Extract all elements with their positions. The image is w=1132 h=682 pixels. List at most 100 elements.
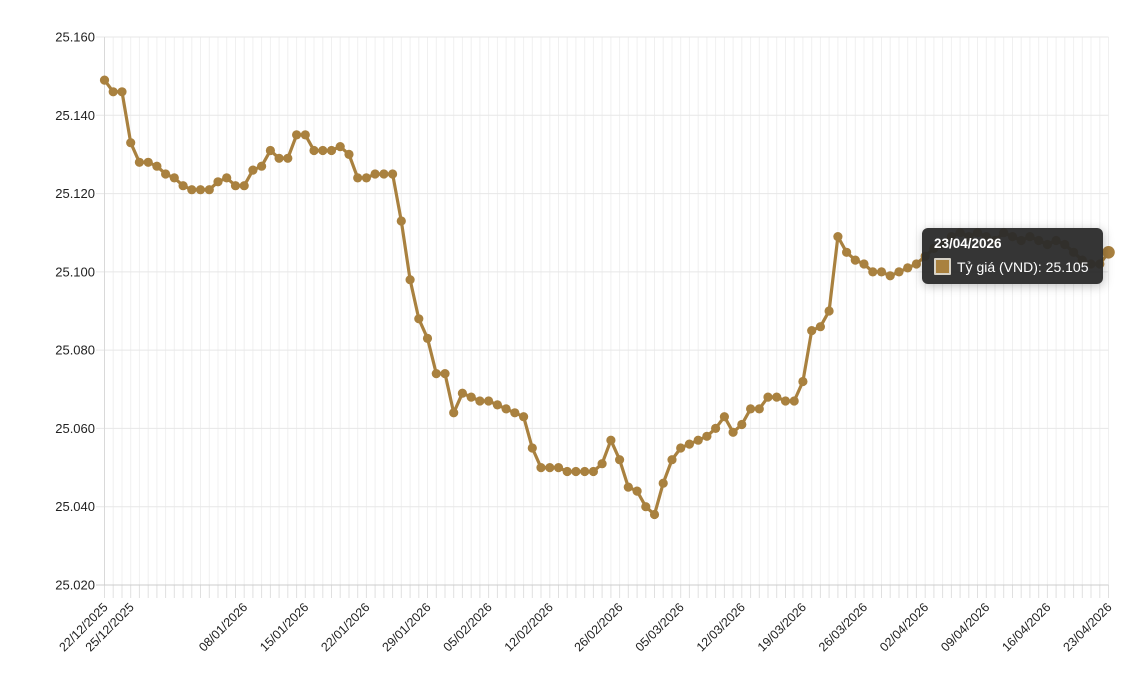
data-point-marker[interactable]	[807, 326, 817, 336]
data-point-marker[interactable]	[475, 396, 485, 406]
data-point-marker[interactable]	[789, 396, 799, 406]
data-point-marker[interactable]	[981, 232, 991, 242]
data-point-marker[interactable]	[388, 169, 398, 179]
data-point-marker[interactable]	[833, 232, 843, 242]
data-point-marker[interactable]	[466, 392, 476, 402]
data-point-marker[interactable]	[929, 243, 939, 253]
data-point-marker[interactable]	[859, 259, 869, 269]
active-data-point-marker[interactable]	[1102, 246, 1115, 259]
data-point-marker[interactable]	[606, 435, 616, 445]
data-point-marker[interactable]	[868, 267, 878, 277]
data-point-marker[interactable]	[667, 455, 677, 465]
data-point-marker[interactable]	[484, 396, 494, 406]
data-point-marker[interactable]	[265, 145, 275, 156]
data-point-marker[interactable]	[283, 153, 293, 163]
data-point-marker[interactable]	[204, 185, 214, 195]
data-point-marker[interactable]	[641, 502, 651, 512]
data-point-marker[interactable]	[449, 408, 459, 418]
data-point-marker[interactable]	[230, 181, 241, 191]
data-point-marker[interactable]	[422, 333, 433, 343]
data-point-marker[interactable]	[763, 392, 773, 402]
data-point-marker[interactable]	[894, 267, 904, 277]
data-point-marker[interactable]	[274, 153, 284, 163]
data-point-marker[interactable]	[684, 439, 695, 449]
data-point-marker[interactable]	[405, 275, 415, 285]
data-point-marker[interactable]	[737, 419, 747, 430]
data-point-marker[interactable]	[885, 271, 895, 281]
data-point-marker[interactable]	[815, 322, 826, 332]
data-point-marker[interactable]	[623, 482, 633, 492]
data-point-marker[interactable]	[571, 466, 581, 477]
data-point-marker[interactable]	[510, 408, 520, 418]
data-point-marker[interactable]	[824, 306, 834, 316]
data-point-marker[interactable]	[152, 161, 162, 171]
data-point-marker[interactable]	[728, 427, 738, 437]
data-point-marker[interactable]	[990, 235, 1000, 246]
data-point-marker[interactable]	[676, 443, 686, 453]
data-point-marker[interactable]	[292, 130, 302, 140]
data-point-marker[interactable]	[746, 404, 756, 414]
data-point-marker[interactable]	[99, 75, 110, 85]
data-point-marker[interactable]	[702, 431, 712, 441]
series-line[interactable]	[102, 78, 1111, 517]
data-point-marker[interactable]	[920, 251, 930, 261]
data-point-marker[interactable]	[658, 478, 668, 488]
data-point-marker[interactable]	[536, 463, 546, 473]
data-point-marker[interactable]	[431, 369, 441, 379]
data-point-marker[interactable]	[1042, 239, 1052, 250]
data-point-marker[interactable]	[318, 145, 328, 156]
data-point-marker[interactable]	[1025, 232, 1035, 242]
data-point-marker[interactable]	[772, 392, 782, 402]
data-point-marker[interactable]	[187, 185, 197, 195]
data-point-marker[interactable]	[719, 412, 730, 422]
data-point-marker[interactable]	[143, 157, 153, 167]
data-point-marker[interactable]	[248, 165, 258, 175]
data-point-marker[interactable]	[562, 466, 572, 477]
data-point-marker[interactable]	[798, 376, 808, 387]
data-point-marker[interactable]	[999, 228, 1009, 238]
data-point-marker[interactable]	[588, 466, 599, 477]
data-point-marker[interactable]	[972, 228, 983, 238]
data-point-marker[interactable]	[169, 173, 179, 183]
data-point-marker[interactable]	[519, 412, 529, 422]
data-point-marker[interactable]	[213, 177, 223, 187]
data-point-marker[interactable]	[615, 455, 625, 465]
data-point-marker[interactable]	[257, 161, 267, 171]
data-point-marker[interactable]	[161, 169, 171, 179]
data-point-marker[interactable]	[955, 228, 965, 238]
data-point-marker[interactable]	[632, 486, 642, 496]
data-point-marker[interactable]	[239, 181, 249, 191]
data-point-marker[interactable]	[903, 263, 913, 273]
data-point-marker[interactable]	[126, 138, 136, 148]
data-point-marker[interactable]	[1060, 239, 1070, 250]
data-point-marker[interactable]	[527, 443, 537, 453]
data-point-marker[interactable]	[580, 466, 590, 477]
data-point-marker[interactable]	[414, 314, 424, 324]
data-point-marker[interactable]	[134, 157, 144, 167]
data-point-marker[interactable]	[501, 404, 511, 414]
data-point-marker[interactable]	[1095, 259, 1105, 269]
data-point-marker[interactable]	[1069, 247, 1079, 257]
data-point-marker[interactable]	[649, 509, 660, 520]
data-point-marker[interactable]	[108, 87, 118, 97]
data-point-marker[interactable]	[711, 423, 721, 433]
data-point-marker[interactable]	[754, 404, 764, 414]
data-point-marker[interactable]	[309, 145, 319, 156]
data-point-marker[interactable]	[1016, 235, 1026, 246]
data-point-marker[interactable]	[938, 239, 948, 250]
data-point-marker[interactable]	[396, 216, 406, 226]
data-point-marker[interactable]	[222, 173, 232, 183]
data-point-marker[interactable]	[117, 87, 127, 97]
data-point-marker[interactable]	[964, 232, 974, 242]
data-point-marker[interactable]	[780, 396, 791, 406]
data-point-marker[interactable]	[1051, 235, 1061, 246]
data-point-marker[interactable]	[946, 232, 957, 242]
data-point-marker[interactable]	[370, 169, 380, 179]
data-point-marker[interactable]	[195, 185, 206, 195]
data-point-marker[interactable]	[597, 459, 607, 469]
data-point-marker[interactable]	[850, 255, 860, 265]
data-point-marker[interactable]	[876, 267, 887, 277]
data-point-marker[interactable]	[1077, 255, 1087, 265]
data-point-marker[interactable]	[1007, 232, 1018, 242]
